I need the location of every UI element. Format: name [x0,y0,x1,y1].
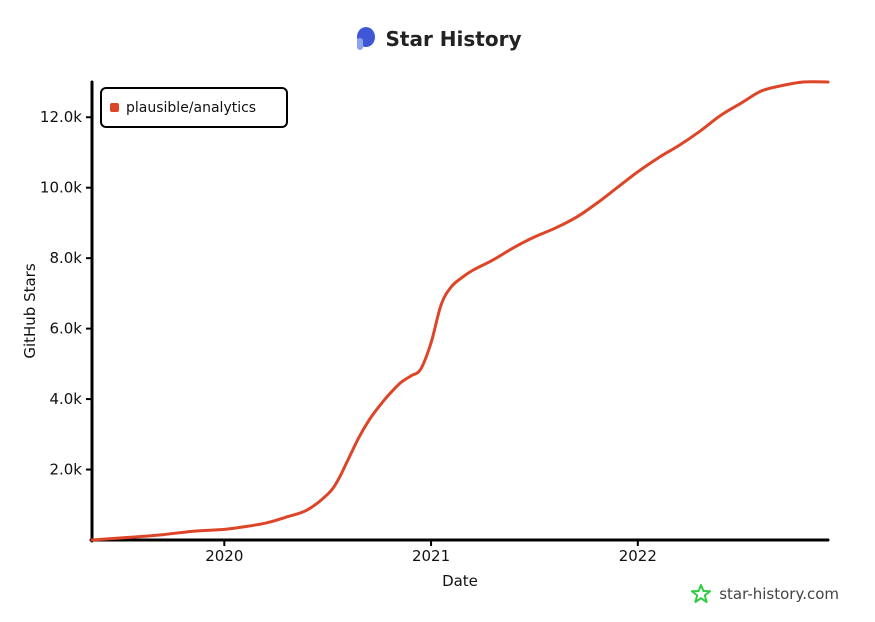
x-axis-label: Date [442,572,478,590]
legend-label: plausible/analytics [126,100,256,116]
y-tick-label: 12.0k [40,108,82,126]
y-tick-label: 8.0k [49,249,82,267]
legend-swatch [110,103,119,112]
x-tick-label: 2022 [619,547,657,565]
x-tick-label: 2020 [205,547,243,565]
star-icon [691,584,712,603]
y-tick-label: 4.0k [49,390,82,408]
y-axis-label: GitHub Stars [21,263,39,359]
footer-site-link[interactable]: star-history.com [719,585,839,603]
y-axis-ticks: 2.0k 4.0k 6.0k 8.0k 10.0k 12.0k [40,108,92,479]
chart-legend: plausible/analytics [100,87,288,128]
y-tick-label: 10.0k [40,179,82,197]
star-history-logo-icon [356,27,375,50]
chart-title: Star History [385,27,522,51]
series-line [90,80,830,542]
y-tick-label: 2.0k [49,461,82,479]
x-axis-ticks: 2020 2021 2022 [205,540,657,565]
footer-brand[interactable]: star-history.com [691,584,839,604]
y-tick-label: 6.0k [49,320,82,338]
x-tick-label: 2021 [412,547,450,565]
legend-box [100,87,288,128]
chart-axes [89,80,830,543]
series-lines [90,80,830,542]
chart-header: Star History [0,22,875,56]
